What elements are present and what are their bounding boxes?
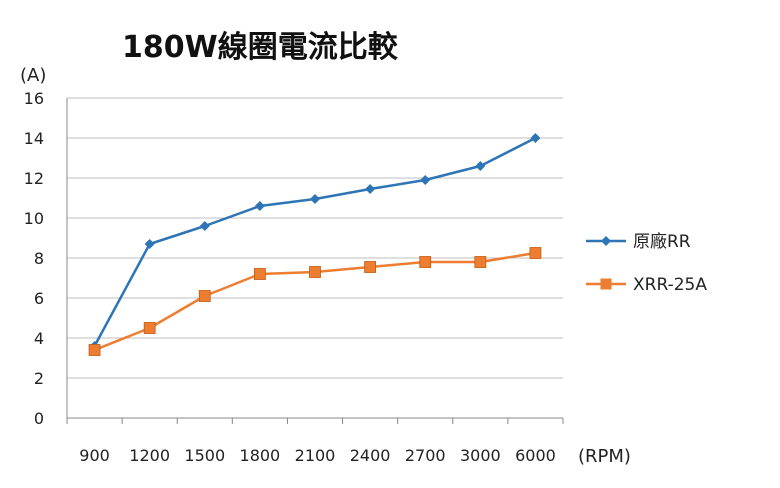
x-tick-label: 1800 <box>240 446 281 465</box>
y-tick-label: 16 <box>24 89 44 108</box>
data-point <box>530 133 541 143</box>
legend-marker <box>601 236 611 246</box>
x-tick-label: 3000 <box>460 446 501 465</box>
data-point <box>198 290 211 302</box>
series-line <box>93 136 537 347</box>
y-axis-ticks: 0 2 4 6 8 10 12 14 16 <box>24 89 44 428</box>
data-point <box>365 184 376 194</box>
chart-title: 180W線圈電流比較 <box>122 30 399 65</box>
y-tick-label: 10 <box>24 209 44 228</box>
legend-item-2: XRR-25A <box>586 275 707 295</box>
legend-marker <box>600 278 612 290</box>
data-point <box>310 194 320 204</box>
gridlines <box>67 97 563 379</box>
y-tick-label: 14 <box>24 129 44 148</box>
data-point <box>143 322 156 334</box>
data-point <box>309 266 321 278</box>
series-1 <box>89 133 541 351</box>
data-point <box>144 239 155 249</box>
data-point <box>253 268 266 280</box>
legend: 原廠RR XRR-25A <box>586 231 707 295</box>
series-2 <box>88 247 542 356</box>
legend-label: 原廠RR <box>633 231 691 252</box>
y-tick-label: 8 <box>34 249 44 268</box>
x-axis-ticks: 900 1200 1500 1800 2100 2400 2700 3000 6000 <box>79 446 556 465</box>
data-point <box>529 247 542 259</box>
y-tick-label: 6 <box>34 289 44 308</box>
x-tick-label: 2400 <box>350 446 391 465</box>
data-point <box>419 256 432 268</box>
data-point <box>474 256 487 268</box>
y-axis-unit-label: (A) <box>20 65 46 86</box>
x-tick-label: 1500 <box>184 446 225 465</box>
y-tick-label: 4 <box>34 329 44 348</box>
data-point <box>364 261 377 273</box>
data-point <box>475 161 486 171</box>
data-point <box>254 201 265 211</box>
x-tick-label: 2100 <box>295 446 336 465</box>
y-tick-label: 2 <box>34 369 44 388</box>
x-tick-label: 6000 <box>515 446 556 465</box>
data-point <box>88 344 101 356</box>
data-point <box>199 221 210 231</box>
y-tick-label: 12 <box>24 169 44 188</box>
x-tick-label: 900 <box>79 446 110 465</box>
y-tick-label: 0 <box>34 409 44 428</box>
axes <box>66 98 564 424</box>
legend-item-1: 原廠RR <box>586 231 691 252</box>
legend-label: XRR-25A <box>633 275 707 295</box>
data-point <box>420 175 431 185</box>
x-tick-label: 2700 <box>405 446 446 465</box>
x-tick-label: 1200 <box>129 446 170 465</box>
x-axis-unit-label: (RPM) <box>578 446 631 467</box>
series <box>88 133 542 356</box>
